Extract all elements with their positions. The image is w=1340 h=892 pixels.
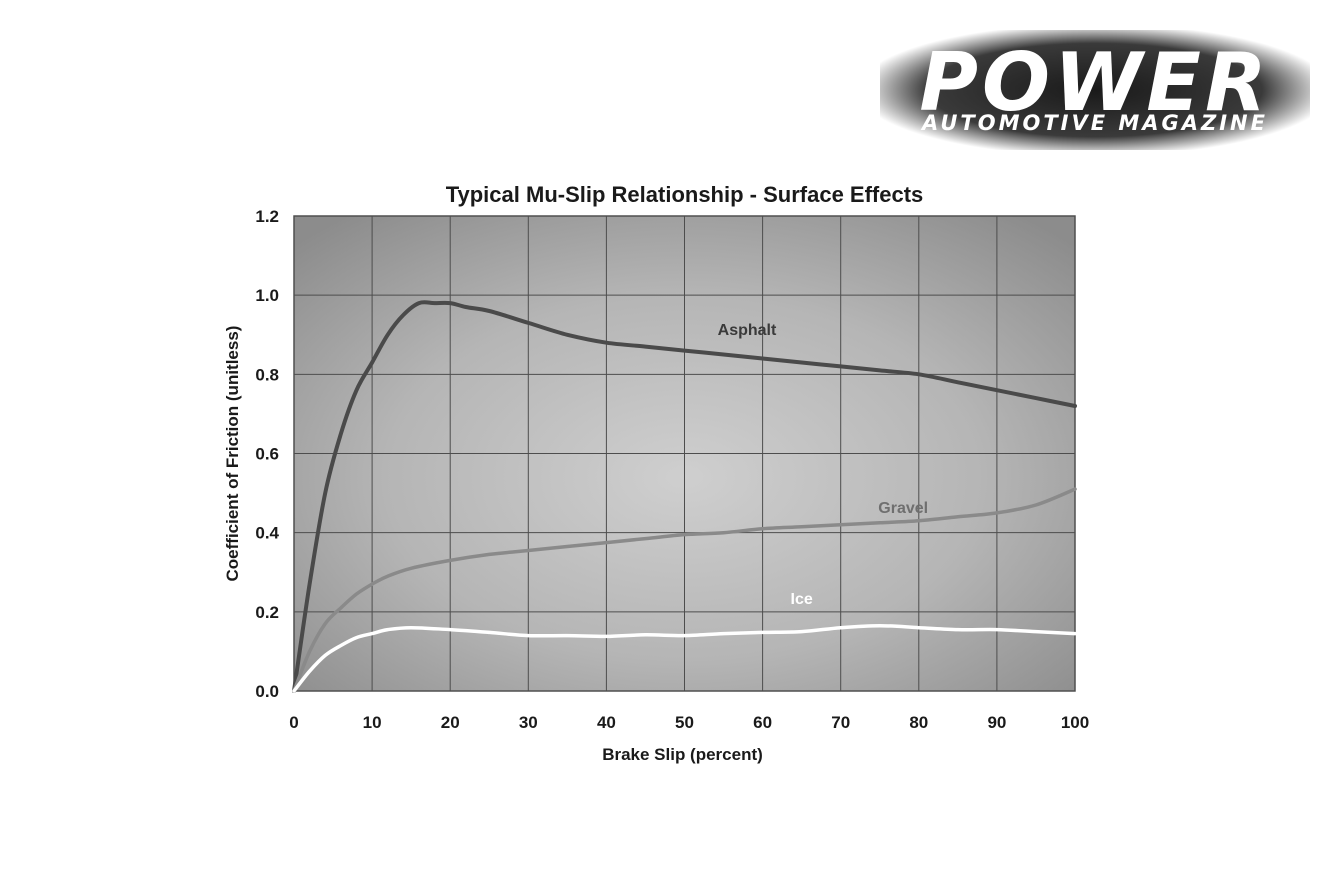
y-tick-labels: 0.0 0.2 0.4 0.6 0.8 1.0 1.2 [255, 207, 279, 701]
series-line-ice [292, 623, 1077, 693]
y-tick-label: 0.2 [255, 603, 279, 622]
logo-subtitle: AUTOMOTIVE MAGAZINE [922, 111, 1268, 135]
y-tick-label: 1.2 [255, 207, 279, 226]
x-tick-label: 0 [289, 713, 298, 732]
x-tick-label: 90 [987, 713, 1006, 732]
x-tick-label: 80 [909, 713, 928, 732]
x-axis-title: Brake Slip (percent) [602, 745, 763, 764]
x-tick-label: 30 [519, 713, 538, 732]
y-tick-label: 0.6 [255, 445, 279, 464]
y-tick-label: 0.0 [255, 682, 279, 701]
series-labels: Asphalt Gravel Ice [718, 322, 928, 608]
x-tick-labels: 0 10 20 30 40 50 60 70 80 90 100 [289, 713, 1089, 732]
grid-lines [293, 215, 1076, 692]
y-tick-label: 0.4 [255, 524, 279, 543]
logo-title: POWER [919, 36, 1271, 129]
x-tick-label: 70 [831, 713, 850, 732]
y-tick-label: 1.0 [255, 286, 279, 305]
series-label-gravel: Gravel [878, 500, 928, 517]
series-line-asphalt [292, 300, 1077, 693]
x-tick-label: 10 [363, 713, 382, 732]
x-tick-label: 60 [753, 713, 772, 732]
series-line-gravel [292, 487, 1077, 693]
series-label-asphalt: Asphalt [718, 322, 777, 339]
y-tick-label: 0.8 [255, 365, 279, 384]
x-tick-label: 100 [1061, 713, 1089, 732]
series-lines [292, 300, 1077, 693]
x-tick-label: 50 [675, 713, 694, 732]
x-tick-label: 20 [441, 713, 460, 732]
power-magazine-logo: POWER AUTOMOTIVE MAGAZINE [880, 30, 1310, 150]
chart-title: Typical Mu-Slip Relationship - Surface E… [446, 182, 924, 207]
x-tick-label: 40 [597, 713, 616, 732]
series-label-ice: Ice [791, 591, 813, 608]
y-axis-title: Coefficient of Friction (unitless) [223, 326, 242, 582]
